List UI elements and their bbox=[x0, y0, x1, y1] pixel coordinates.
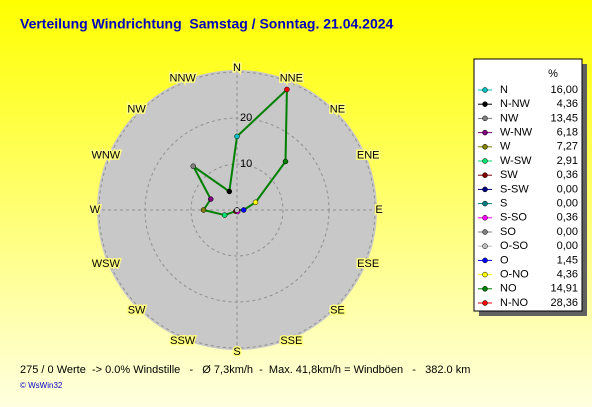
legend-name: NO bbox=[500, 283, 517, 295]
legend-name: NW bbox=[500, 112, 519, 124]
legend-value: 16,00 bbox=[550, 84, 578, 96]
r-tick-label: 20 bbox=[240, 112, 252, 124]
direction-label: W bbox=[90, 204, 101, 216]
grid-ring bbox=[190, 163, 284, 257]
legend-name: W-NW bbox=[500, 127, 533, 139]
legend-marker bbox=[482, 229, 488, 235]
legend-value: 7,27 bbox=[557, 141, 578, 153]
data-point bbox=[252, 199, 259, 206]
direction-label: WSW bbox=[92, 258, 121, 270]
credit: © WsWin32 bbox=[20, 381, 63, 390]
direction-label: WNW bbox=[91, 150, 120, 162]
legend-marker bbox=[482, 144, 488, 150]
legend-name: N-NO bbox=[500, 297, 529, 309]
legend-marker bbox=[482, 101, 488, 107]
direction-label: S bbox=[233, 346, 240, 358]
data-point bbox=[190, 163, 197, 170]
legend-name: O bbox=[500, 254, 509, 266]
legend-header: % bbox=[548, 68, 558, 80]
legend-value: 0,00 bbox=[557, 226, 578, 238]
legend-value: 14,91 bbox=[550, 283, 578, 295]
legend-marker bbox=[482, 257, 488, 264]
legend-marker bbox=[482, 87, 488, 93]
legend-marker bbox=[482, 286, 488, 292]
legend-value: 4,36 bbox=[557, 98, 578, 110]
legend-name: S-SO bbox=[500, 212, 527, 224]
legend-value: 0,36 bbox=[557, 212, 578, 224]
legend-name: N-NW bbox=[500, 98, 531, 110]
data-point bbox=[234, 207, 240, 213]
legend-value: 2,91 bbox=[557, 155, 578, 167]
footer: 275 / 0 Werte -> 0.0% Windstille - Ø 7,3… bbox=[20, 364, 470, 376]
direction-label: SSE bbox=[280, 335, 302, 347]
legend-marker bbox=[482, 243, 488, 249]
data-point bbox=[240, 207, 247, 213]
direction-label: N bbox=[233, 62, 241, 74]
direction-label: NE bbox=[330, 103, 345, 115]
legend-name: W-SW bbox=[500, 155, 532, 167]
legend-marker bbox=[482, 129, 488, 136]
legend-box bbox=[473, 58, 583, 312]
legend-marker bbox=[482, 186, 488, 193]
direction-label: NW bbox=[127, 103, 146, 115]
legend-name: W bbox=[500, 141, 511, 153]
data-point bbox=[226, 188, 233, 195]
legend-marker bbox=[482, 271, 488, 278]
r-tick-label: 10 bbox=[240, 158, 252, 170]
legend-value: 1,45 bbox=[557, 254, 578, 266]
data-point bbox=[207, 196, 214, 202]
data-point bbox=[282, 158, 289, 165]
legend-value: 0,00 bbox=[557, 240, 578, 252]
legend-marker bbox=[482, 172, 488, 178]
legend-marker bbox=[482, 215, 488, 221]
legend-value: 6,18 bbox=[557, 127, 578, 139]
grid-ring bbox=[98, 71, 376, 349]
direction-label: NNE bbox=[280, 73, 303, 85]
direction-label: E bbox=[375, 204, 382, 216]
legend-value: 4,36 bbox=[557, 269, 578, 281]
data-point bbox=[221, 212, 228, 218]
legend-name: N bbox=[500, 84, 508, 96]
direction-label: SSW bbox=[170, 335, 196, 347]
legend-value: 13,45 bbox=[550, 112, 578, 124]
direction-label: ENE bbox=[357, 150, 380, 162]
data-point bbox=[284, 86, 290, 93]
legend-name: SO bbox=[500, 226, 516, 238]
data-point bbox=[200, 207, 207, 213]
legend-marker bbox=[482, 158, 488, 164]
chart-title: Verteilung Windrichtung Samstag / Sonnta… bbox=[20, 16, 394, 32]
legend-name: O-SO bbox=[500, 240, 529, 252]
legend-name: SW bbox=[500, 169, 518, 181]
direction-label: NNW bbox=[170, 73, 197, 85]
legend-name: O-NO bbox=[500, 269, 529, 281]
legend-name: S bbox=[500, 198, 507, 210]
legend-value: 0,00 bbox=[557, 198, 578, 210]
direction-label: SE bbox=[330, 304, 345, 316]
legend-name: S-SW bbox=[500, 183, 529, 195]
legend-value: 0,00 bbox=[557, 183, 578, 195]
legend-marker bbox=[482, 115, 488, 122]
legend-value: 28,36 bbox=[550, 297, 578, 309]
direction-label: ESE bbox=[357, 258, 379, 270]
legend-marker bbox=[482, 300, 488, 306]
legend-value: 0,36 bbox=[557, 169, 578, 181]
legend-marker bbox=[482, 200, 488, 207]
direction-label: SW bbox=[128, 304, 146, 316]
data-point bbox=[234, 133, 240, 140]
